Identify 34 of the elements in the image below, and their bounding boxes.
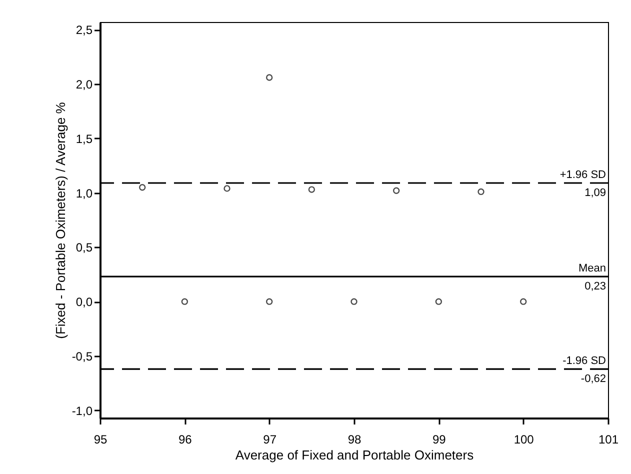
annotation: 0,23	[584, 280, 606, 293]
ref-line-label: -1.96 SD	[562, 355, 606, 368]
y-tick-label: 1,0	[76, 186, 93, 200]
annotation: 1,09	[584, 187, 606, 200]
x-tick-label: 97	[263, 432, 277, 446]
x-tick-label: 101	[598, 432, 619, 446]
x-tick-label: 96	[178, 432, 192, 446]
point	[478, 188, 484, 196]
ref-line-label: Mean	[578, 262, 606, 275]
point	[350, 298, 358, 305]
y-tick-label: 0,0	[76, 295, 93, 310]
y-tick-label: -0,5	[72, 349, 93, 364]
y-tick-label: -1,0	[72, 404, 93, 418]
x-axis-title: Average of Fixed and Portable Oximeters	[235, 448, 474, 462]
point	[224, 185, 230, 192]
point	[392, 187, 400, 194]
x-tick-label: 99	[432, 432, 446, 446]
y-axis-title: (Fixed - Portable Oximeters) / Average %	[52, 102, 68, 339]
point	[520, 298, 527, 305]
x-tick-label: 98	[348, 432, 362, 446]
y-tick-label: 0,5	[76, 240, 93, 255]
point	[138, 184, 146, 191]
point	[308, 186, 316, 193]
ref-line-label: +1.96 SD	[560, 169, 606, 182]
y-tick-label: 1,5	[76, 132, 93, 146]
x-tick-label: 95	[94, 432, 108, 446]
point	[266, 298, 273, 305]
annotation: -0,62	[580, 373, 606, 386]
y-tick-label: 2,0	[76, 78, 93, 92]
point	[181, 298, 188, 305]
point	[266, 74, 273, 81]
point	[435, 298, 442, 305]
x-tick-label: 100	[514, 432, 534, 446]
y-tick-label: 2,5	[76, 23, 93, 38]
